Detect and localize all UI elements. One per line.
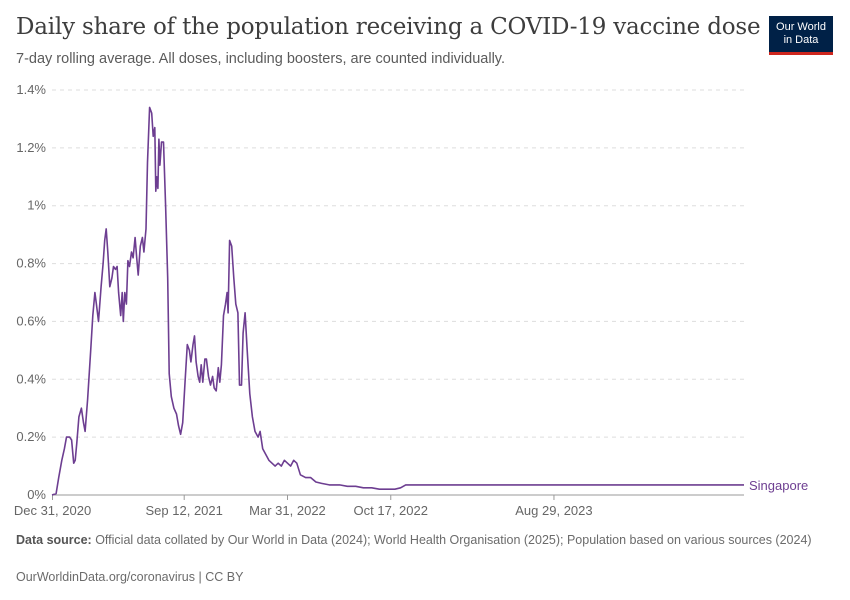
y-tick-label: 0% xyxy=(27,487,46,502)
y-tick-label: 1.4% xyxy=(16,82,46,97)
series-label-singapore[interactable]: Singapore xyxy=(749,478,808,493)
x-tick-label: Sep 12, 2021 xyxy=(146,503,223,518)
x-tick-label: Oct 17, 2022 xyxy=(354,503,428,518)
x-tick-label: Mar 31, 2022 xyxy=(249,503,326,518)
x-tick-label: Dec 31, 2020 xyxy=(14,503,91,518)
data-source-text: Official data collated by Our World in D… xyxy=(91,533,812,547)
y-tick-label: 1.2% xyxy=(16,140,46,155)
source-url-link[interactable]: OurWorldinData.org/coronavirus | CC BY xyxy=(16,570,244,584)
data-source-label: Data source: xyxy=(16,533,92,547)
logo-text-line1: Our World xyxy=(776,21,826,33)
y-tick-label: 0.2% xyxy=(16,429,46,444)
owid-logo[interactable]: Our World in Data xyxy=(769,16,833,55)
line-chart: 0% 0.2% 0.4% 0.6% 0.8% 1% 1.2% 1.4% Dec 31, 202… xyxy=(14,82,808,518)
y-tick-label: 0.8% xyxy=(16,256,46,271)
data-source-note: Data source: Official data collated by O… xyxy=(16,533,816,548)
chart-title: Daily share of the population receiving … xyxy=(16,14,761,40)
logo-text-line2: in Data xyxy=(783,34,819,46)
series-line-singapore[interactable] xyxy=(51,106,744,496)
gridlines xyxy=(52,89,744,438)
y-tick-label: 0.6% xyxy=(16,313,46,328)
y-tick-label: 1% xyxy=(27,198,46,213)
x-tick-label: Aug 29, 2023 xyxy=(515,503,592,518)
x-axis: Dec 31, 2020 Sep 12, 2021 Mar 31, 2022 Oct … xyxy=(14,494,744,518)
y-tick-label: 0.4% xyxy=(16,371,46,386)
chart-subtitle: 7-day rolling average. All doses, includ… xyxy=(16,51,505,67)
y-axis: 0% 0.2% 0.4% 0.6% 0.8% 1% 1.2% 1.4% xyxy=(16,82,46,502)
series-layer: Singapore xyxy=(51,106,808,496)
